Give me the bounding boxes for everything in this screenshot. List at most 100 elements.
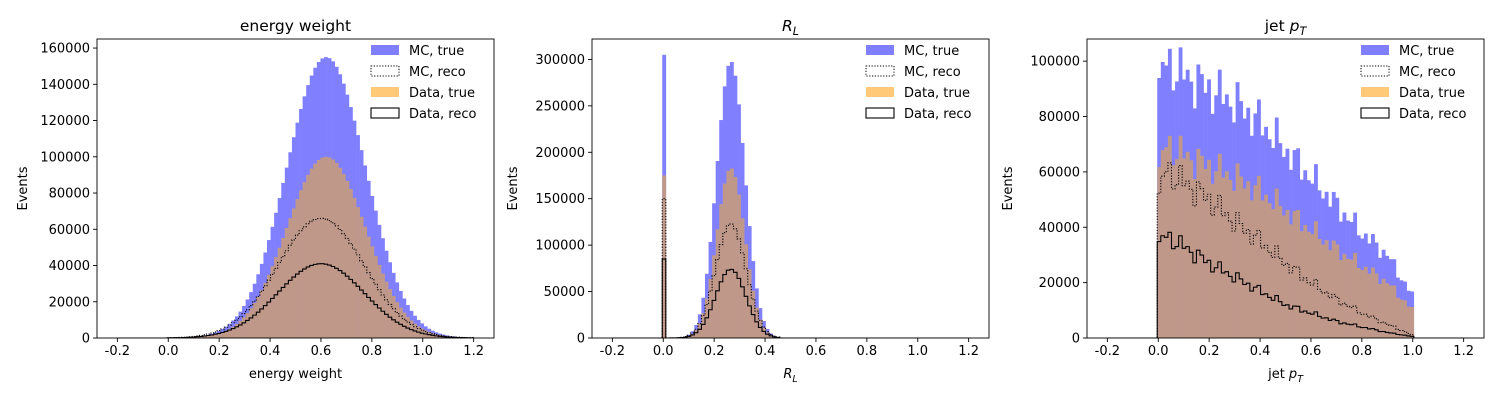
data-true-bin <box>1395 297 1400 338</box>
legend-swatch-mc-true <box>866 45 894 55</box>
chart-title: RL <box>782 17 799 38</box>
data-true-bin <box>1221 177 1226 338</box>
data-true-bin <box>199 336 204 338</box>
data-true-bin <box>209 335 214 338</box>
data-true-bin <box>1378 284 1382 338</box>
x-tick-label: 1.2 <box>463 344 484 359</box>
data-true-bin <box>331 159 335 338</box>
y-tick-label: 160000 <box>40 42 90 57</box>
data-true-bin <box>765 332 770 338</box>
legend: MC, true MC, reco Data, true Data, reco <box>865 44 972 122</box>
y-axis-label: Events <box>16 166 31 210</box>
chart-panel-2: -0.2 0.0 0.2 0.4 0.6 0.8 1.0 1.2 0 50000 100000 150… <box>506 17 990 385</box>
data-true-bin <box>377 264 382 338</box>
y-tick-label: 20000 <box>49 295 90 310</box>
x-axis-label: jet pT <box>1267 367 1304 385</box>
x-tick-label: 1.0 <box>1402 344 1423 359</box>
data-true-bin <box>1285 209 1290 338</box>
data-true-bin <box>1189 160 1194 338</box>
plot-area <box>117 57 475 338</box>
legend-swatch-data-reco <box>865 107 895 119</box>
axes-frame <box>1086 38 1485 339</box>
legend-swatch-mc-true <box>1361 45 1389 55</box>
data-true-bin <box>729 168 734 338</box>
data-true-bin <box>295 199 300 338</box>
y-tick-label: 140000 <box>40 78 90 93</box>
data-true-bin <box>754 307 759 338</box>
data-true-bin <box>708 279 713 338</box>
legend-swatch-mc-reco <box>370 65 400 77</box>
x-tick-label: 0.6 <box>1301 344 1322 359</box>
data-true-bin <box>769 335 773 338</box>
y-tick-label: 40000 <box>49 259 90 274</box>
x-tick-label: 0.4 <box>260 344 281 359</box>
x-tick-label: 0.2 <box>1199 344 1220 359</box>
data-true-bin <box>1256 175 1261 338</box>
data-true-bin <box>206 335 211 338</box>
x-tick-label: 0.6 <box>311 344 332 359</box>
data-true-bin <box>1317 238 1322 338</box>
data-true-bin <box>1192 179 1197 338</box>
data-true-bin <box>291 208 296 338</box>
x-tick-label: 0.0 <box>653 344 674 359</box>
chart-title: energy weight <box>240 17 351 35</box>
y-tick-label: 60000 <box>49 223 90 238</box>
x-tick-label: 1.0 <box>412 344 433 359</box>
data-true-bin <box>299 190 303 338</box>
data-true-bin <box>370 246 375 338</box>
data-true-bin <box>1267 203 1272 338</box>
data-true-bin <box>1253 185 1258 338</box>
data-true-bin <box>405 316 410 338</box>
data-true-bin <box>231 326 236 338</box>
data-true-bin <box>274 257 278 338</box>
data-true-bin <box>1403 300 1407 338</box>
legend-label: MC, true <box>1399 44 1454 59</box>
data-true-bin <box>1264 194 1268 338</box>
legend-label: Data, reco <box>904 107 972 122</box>
legend-swatch-data-true <box>1361 87 1389 97</box>
data-true-bin <box>366 236 371 338</box>
x-tick-label: 0.2 <box>209 344 230 359</box>
data-true-bin <box>263 282 268 338</box>
legend-label: MC, true <box>904 44 959 59</box>
x-tick-label: -0.2 <box>600 344 625 359</box>
data-true-bin <box>327 157 332 338</box>
data-true-bin <box>1385 283 1390 338</box>
legend-label: MC, reco <box>409 65 466 80</box>
data-true-bin <box>1360 269 1365 338</box>
data-true-bin <box>1328 250 1333 338</box>
x-tick-label: 0.2 <box>704 344 725 359</box>
data-true-bin <box>744 244 749 338</box>
x-tick-label: 0.4 <box>1250 344 1271 359</box>
data-true-bin <box>1299 231 1304 338</box>
data-reco-step <box>117 263 475 338</box>
data-true-bin <box>238 320 243 338</box>
legend-label: Data, reco <box>1399 107 1467 122</box>
x-tick-label: 1.0 <box>907 344 928 359</box>
data-true-bin <box>1338 260 1343 338</box>
data-true-bin <box>281 237 286 338</box>
data-true-bin <box>687 336 692 338</box>
x-tick-label: 0.8 <box>857 344 878 359</box>
y-tick-label: 40000 <box>1039 221 1080 236</box>
data-true-bin <box>701 313 706 338</box>
data-true-bin <box>391 295 396 338</box>
x-axis-label: energy weight <box>249 367 342 382</box>
data-true-bin <box>697 323 702 338</box>
data-true-bin <box>338 167 343 338</box>
data-true-bin <box>1249 200 1254 338</box>
data-true-bin <box>217 333 221 338</box>
data-true-bin <box>1353 252 1358 338</box>
y-tick-label: 0 <box>577 332 585 347</box>
chart-panel-3: -0.2 0.0 0.2 0.4 0.6 0.8 1.0 1.2 0 20000 40000 6000… <box>1001 17 1485 385</box>
x-tick-label: 1.2 <box>1453 344 1474 359</box>
data-true-bin <box>1296 210 1301 338</box>
data-true-bin <box>220 332 225 338</box>
legend-swatch-mc-true <box>371 45 399 55</box>
x-tick-label: 0.8 <box>1352 344 1373 359</box>
legend-swatch-data-reco <box>370 107 400 119</box>
data-true-bin <box>288 218 293 338</box>
data-true-bin <box>1199 155 1204 338</box>
data-true-bin <box>1160 150 1165 338</box>
